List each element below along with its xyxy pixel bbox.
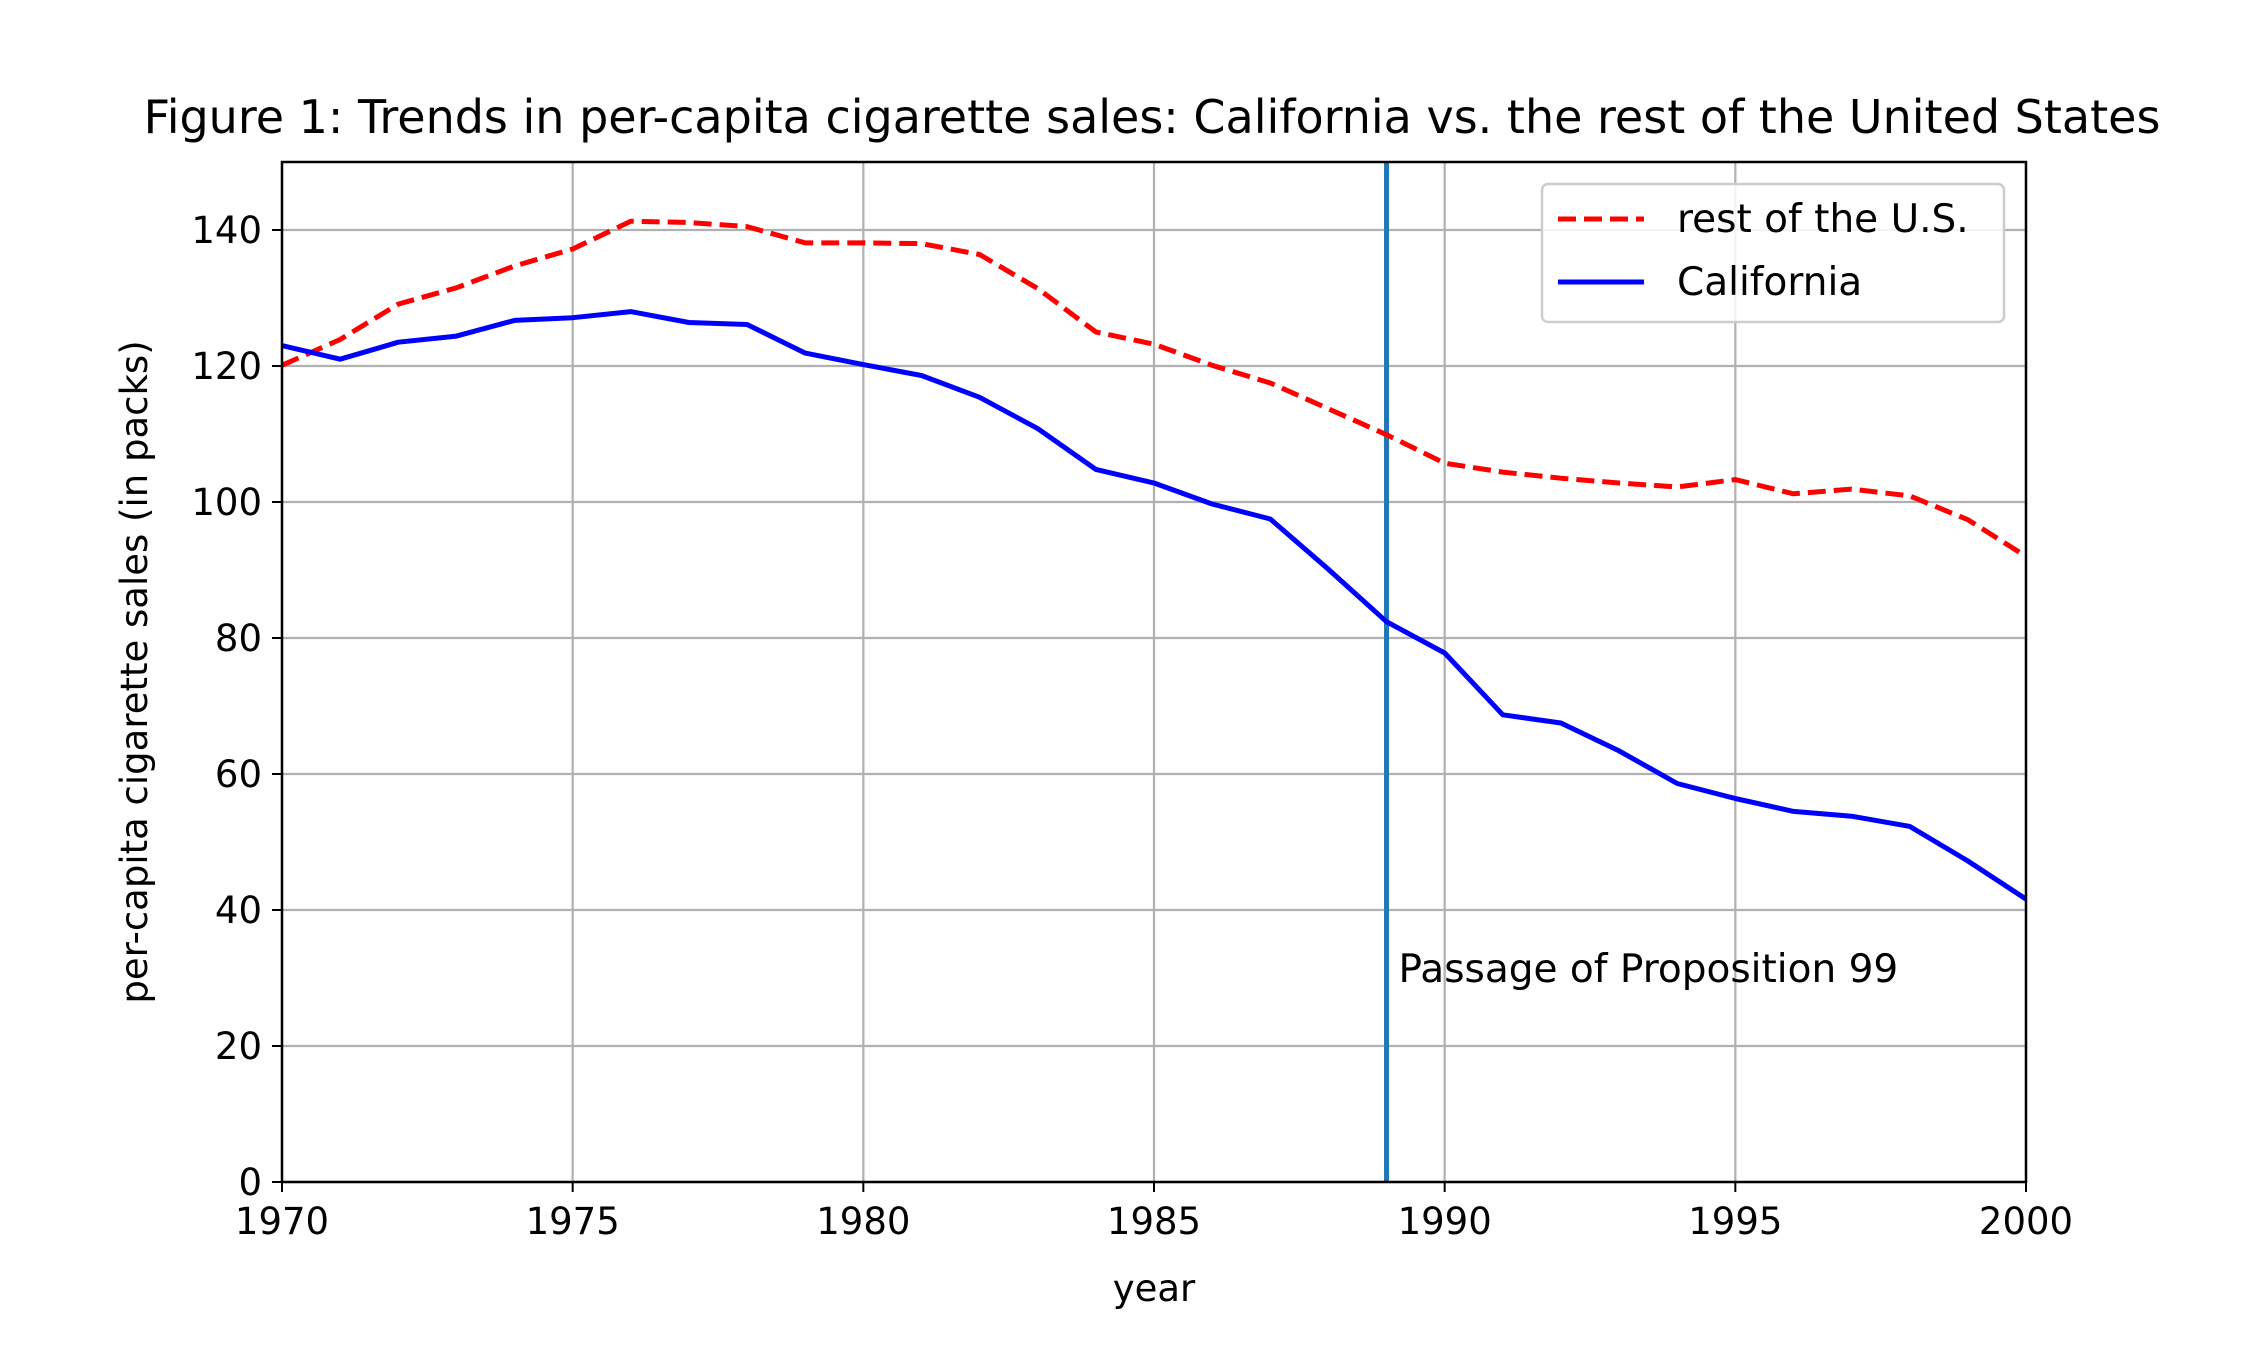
y-tick-label: 120 [191,345,262,388]
y-tick-label: 100 [191,481,262,524]
x-tick-label: 1990 [1398,1200,1492,1243]
x-tick-label: 1995 [1688,1200,1782,1243]
y-tick-label: 140 [191,209,262,252]
axis-ticks: 1970 1975 1980 1985 1990 1995 2000 0 20 40 60 80 100… [191,209,2073,1243]
x-axis-label: year [1113,1267,1196,1310]
legend-label: California [1677,260,1862,305]
legend: rest of the U.S. California [1540,182,2006,324]
x-tick-label: 2000 [1979,1200,2073,1243]
chart-title: Figure 1: Trends in per-capita cigarette… [144,90,2161,144]
y-tick-label: 80 [215,617,262,660]
series-line-california [281,309,2028,902]
y-tick-label: 0 [238,1161,262,1204]
legend-label: rest of the U.S. [1677,197,1969,242]
x-tick-label: 1985 [1107,1200,1201,1243]
y-tick-label: 60 [215,753,262,796]
series-line-rest-of-us [280,218,2028,559]
y-tick-label: 20 [215,1025,262,1068]
series-lines [280,218,2028,902]
x-tick-label: 1980 [816,1200,910,1243]
annotations: Passage of Proposition 99 [1399,947,1899,992]
proposition-99-annotation: Passage of Proposition 99 [1399,947,1899,992]
x-tick-label: 1970 [235,1200,329,1243]
y-axis-label: per-capita cigarette sales (in packs) [113,340,156,1003]
legend-box [1540,182,2006,324]
y-tick-label: 40 [215,889,262,932]
x-tick-label: 1975 [526,1200,620,1243]
